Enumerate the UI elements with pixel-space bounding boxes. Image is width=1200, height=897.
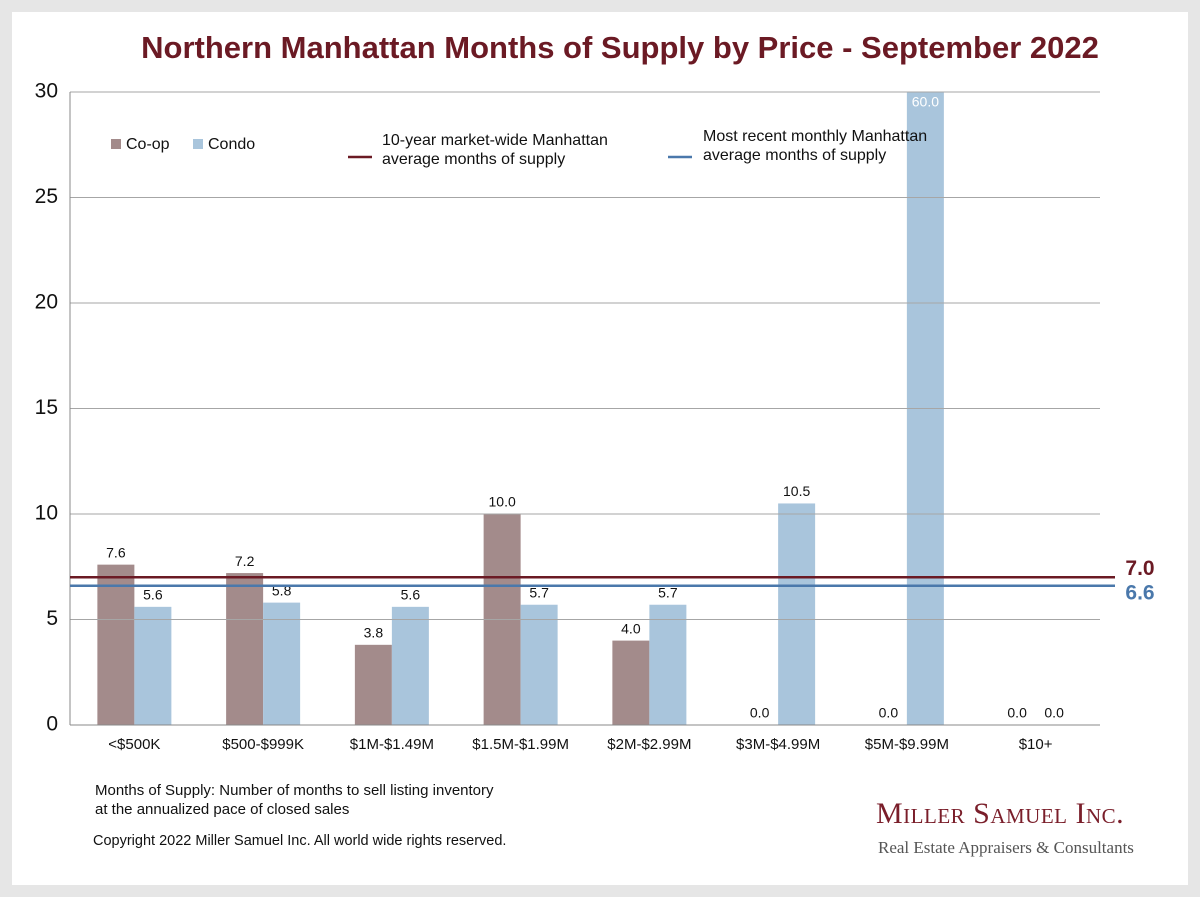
value-label: 4.0 xyxy=(621,620,641,636)
copyright: Copyright 2022 Miller Samuel Inc. All wo… xyxy=(93,833,507,849)
y-tick-label: 25 xyxy=(35,185,58,208)
x-tick-label: <$500K xyxy=(108,736,160,753)
logo-name: Miller Samuel Inc. xyxy=(876,797,1125,830)
bar xyxy=(97,564,135,725)
bar xyxy=(134,606,172,725)
legend-swatch xyxy=(193,139,203,149)
legend-label: 10-year market-wide Manhattan average mo… xyxy=(382,132,608,168)
value-label: 5.6 xyxy=(401,587,421,603)
y-tick-label: 10 xyxy=(35,502,58,525)
panel xyxy=(12,12,1188,885)
x-tick-label: $10+ xyxy=(1019,736,1053,753)
y-tick-label: 5 xyxy=(46,607,58,630)
y-tick-label: 15 xyxy=(35,396,58,419)
legend-label: Most recent monthly Manhattan average mo… xyxy=(703,128,928,164)
chart-title: Northern Manhattan Months of Supply by P… xyxy=(141,30,1099,65)
value-label: 10.5 xyxy=(783,483,810,499)
value-label: 5.7 xyxy=(529,584,549,600)
logo-tagline: Real Estate Appraisers & Consultants xyxy=(878,838,1134,857)
bar xyxy=(649,604,687,725)
value-label: 0.0 xyxy=(1044,705,1064,721)
bar xyxy=(520,604,558,725)
value-label: 10.0 xyxy=(489,494,516,510)
legend-label: Condo xyxy=(208,136,256,153)
y-tick-label: 30 xyxy=(35,80,58,103)
value-label: 5.6 xyxy=(143,587,163,603)
bar xyxy=(391,606,429,725)
value-label: 0.0 xyxy=(1007,705,1027,721)
footnote: Months of Supply: Number of months to se… xyxy=(95,782,494,818)
x-tick-label: $3M-$4.99M xyxy=(736,736,820,753)
value-label: 7.6 xyxy=(106,544,126,560)
bar xyxy=(354,644,392,725)
bars xyxy=(97,92,944,725)
x-tick-label: $2M-$2.99M xyxy=(607,736,691,753)
x-tick-label: $1.5M-$1.99M xyxy=(472,736,569,753)
x-tick-label: $1M-$1.49M xyxy=(350,736,434,753)
bar xyxy=(226,573,264,725)
bar xyxy=(263,602,301,725)
reference-label: 7.0 xyxy=(1125,557,1154,580)
value-label: 0.0 xyxy=(750,705,770,721)
y-tick-label: 20 xyxy=(35,291,58,314)
legend-label: Co-op xyxy=(126,136,170,153)
x-tick-label: $5M-$9.99M xyxy=(865,736,949,753)
value-label: 3.8 xyxy=(364,625,384,641)
reference-label: 6.6 xyxy=(1125,581,1154,604)
value-label: 7.2 xyxy=(235,553,255,569)
value-label: 5.7 xyxy=(658,584,678,600)
legend-swatch xyxy=(111,139,121,149)
y-tick-label: 0 xyxy=(46,713,58,736)
x-tick-label: $500-$999K xyxy=(222,736,304,753)
value-label: 60.0 xyxy=(912,94,939,110)
value-label: 0.0 xyxy=(879,705,899,721)
bar xyxy=(612,640,650,725)
bar xyxy=(778,503,816,725)
